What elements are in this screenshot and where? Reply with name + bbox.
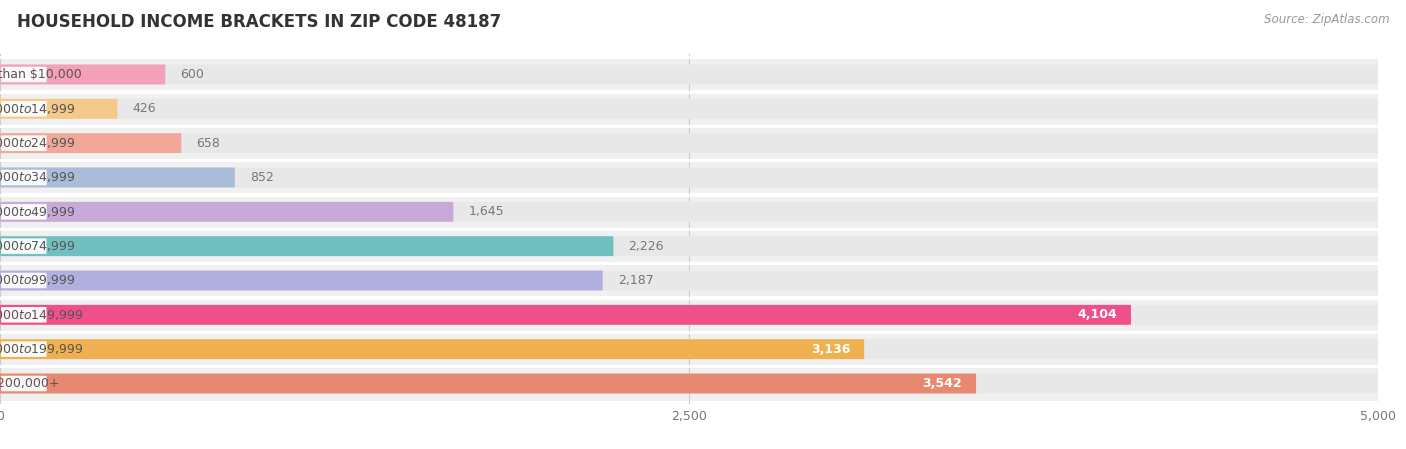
- Bar: [0, 195, 1392, 229]
- Text: 3,542: 3,542: [922, 377, 962, 390]
- FancyBboxPatch shape: [1, 376, 46, 391]
- FancyBboxPatch shape: [0, 271, 603, 291]
- Bar: [0, 262, 1392, 265]
- Bar: [0, 92, 1392, 126]
- FancyBboxPatch shape: [0, 65, 1378, 84]
- FancyBboxPatch shape: [0, 271, 1378, 291]
- Text: 1,645: 1,645: [468, 205, 505, 218]
- FancyBboxPatch shape: [0, 374, 1378, 393]
- Text: $50,000 to $74,999: $50,000 to $74,999: [0, 239, 76, 253]
- Text: 600: 600: [180, 68, 204, 81]
- Text: 658: 658: [197, 136, 221, 150]
- Text: 2,226: 2,226: [628, 240, 664, 253]
- Bar: [0, 57, 1392, 92]
- Bar: [0, 160, 1392, 195]
- FancyBboxPatch shape: [1, 238, 46, 254]
- FancyBboxPatch shape: [1, 101, 46, 117]
- FancyBboxPatch shape: [0, 133, 181, 153]
- Bar: [0, 229, 1392, 263]
- Text: $200,000+: $200,000+: [0, 377, 59, 390]
- FancyBboxPatch shape: [1, 273, 46, 288]
- FancyBboxPatch shape: [1, 170, 46, 185]
- FancyBboxPatch shape: [0, 305, 1378, 325]
- Text: HOUSEHOLD INCOME BRACKETS IN ZIP CODE 48187: HOUSEHOLD INCOME BRACKETS IN ZIP CODE 48…: [17, 13, 501, 31]
- FancyBboxPatch shape: [0, 99, 1378, 119]
- Text: 426: 426: [132, 102, 156, 115]
- Text: Less than $10,000: Less than $10,000: [0, 68, 82, 81]
- Bar: [0, 366, 1392, 401]
- FancyBboxPatch shape: [0, 65, 166, 84]
- Bar: [0, 332, 1392, 366]
- FancyBboxPatch shape: [0, 133, 1378, 153]
- Bar: [0, 159, 1392, 162]
- Text: $25,000 to $34,999: $25,000 to $34,999: [0, 171, 76, 185]
- FancyBboxPatch shape: [0, 339, 865, 359]
- Text: 3,136: 3,136: [811, 343, 851, 356]
- Text: Source: ZipAtlas.com: Source: ZipAtlas.com: [1264, 13, 1389, 26]
- FancyBboxPatch shape: [0, 99, 117, 119]
- Text: $100,000 to $149,999: $100,000 to $149,999: [0, 308, 83, 322]
- Bar: [0, 193, 1392, 196]
- FancyBboxPatch shape: [0, 339, 1378, 359]
- FancyBboxPatch shape: [1, 307, 46, 322]
- Text: $15,000 to $24,999: $15,000 to $24,999: [0, 136, 76, 150]
- Text: $150,000 to $199,999: $150,000 to $199,999: [0, 342, 83, 356]
- FancyBboxPatch shape: [1, 136, 46, 151]
- Bar: [0, 330, 1392, 333]
- FancyBboxPatch shape: [1, 204, 46, 220]
- FancyBboxPatch shape: [0, 236, 1378, 256]
- Bar: [0, 126, 1392, 160]
- Text: 852: 852: [250, 171, 274, 184]
- Bar: [0, 90, 1392, 93]
- Bar: [0, 228, 1392, 230]
- Text: 4,104: 4,104: [1077, 308, 1118, 321]
- FancyBboxPatch shape: [0, 236, 613, 256]
- FancyBboxPatch shape: [0, 167, 235, 187]
- FancyBboxPatch shape: [1, 67, 46, 82]
- Bar: [0, 365, 1392, 368]
- FancyBboxPatch shape: [0, 167, 1378, 187]
- Bar: [0, 298, 1392, 332]
- Bar: [0, 56, 1392, 59]
- Text: 2,187: 2,187: [617, 274, 654, 287]
- FancyBboxPatch shape: [0, 202, 453, 222]
- Bar: [0, 125, 1392, 128]
- FancyBboxPatch shape: [0, 305, 1130, 325]
- FancyBboxPatch shape: [1, 341, 46, 357]
- FancyBboxPatch shape: [0, 202, 1378, 222]
- Text: $10,000 to $14,999: $10,000 to $14,999: [0, 102, 76, 116]
- Text: $75,000 to $99,999: $75,000 to $99,999: [0, 273, 76, 287]
- FancyBboxPatch shape: [0, 374, 976, 393]
- Bar: [0, 296, 1392, 299]
- Bar: [0, 263, 1392, 298]
- Text: $35,000 to $49,999: $35,000 to $49,999: [0, 205, 76, 219]
